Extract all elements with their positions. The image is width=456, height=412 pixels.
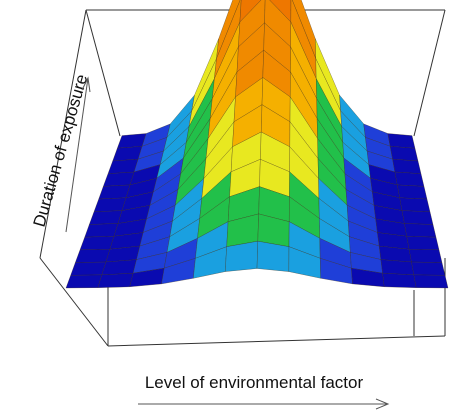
surface-cell <box>97 272 134 288</box>
surface-cell <box>389 146 419 162</box>
surface-cell <box>70 261 107 276</box>
surface-cell <box>88 210 123 225</box>
box-back-right-edge <box>413 9 446 137</box>
surface-cell <box>98 184 131 200</box>
surface-cell <box>413 274 449 289</box>
surface-cell <box>102 171 135 187</box>
surface-cell <box>387 133 416 149</box>
box-left-vertical-edge <box>39 9 87 259</box>
box-floor-left-edge <box>39 257 109 347</box>
surface-mesh <box>65 0 449 289</box>
surface-cell <box>93 197 127 213</box>
x-axis-label: Level of environmental factor <box>145 373 364 392</box>
surface-cell <box>79 236 115 251</box>
surface-cell <box>84 223 119 238</box>
surface-cell <box>396 184 428 200</box>
x-axis-arrow-head <box>375 398 390 410</box>
y-axis-arrow-head <box>81 76 91 93</box>
surface-cell <box>382 272 417 288</box>
surface-cell <box>101 259 137 276</box>
surface-cell <box>256 240 290 272</box>
surface-cell <box>399 197 431 213</box>
plot-box <box>39 9 446 347</box>
y-axis-label: Duration of exposure <box>30 72 92 229</box>
surface-cell <box>404 223 437 238</box>
surface-cell <box>392 158 422 174</box>
y-axis-arrow-shaft <box>65 77 89 233</box>
surface-cell <box>406 236 440 251</box>
surface-cell <box>401 210 434 225</box>
surface-cell <box>74 248 111 263</box>
box-floor-front-edge <box>107 335 446 347</box>
surface-cell <box>411 261 446 276</box>
surface-cell <box>107 158 139 174</box>
box-back-left-edge <box>85 9 121 137</box>
surface-cell <box>65 274 103 289</box>
surface-cell <box>112 146 143 162</box>
surface-cell <box>380 259 415 276</box>
surface-cell <box>408 248 443 263</box>
surface-cell <box>394 171 425 187</box>
